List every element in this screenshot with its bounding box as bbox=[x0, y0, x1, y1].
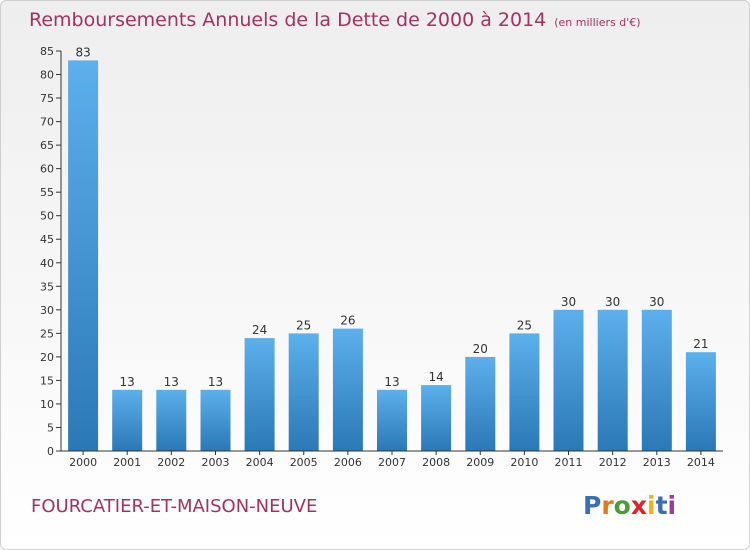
y-axis: 0 5 10 15 20 25 30 35 40 45 50 55 60 65 70 75 80 85 bbox=[40, 45, 62, 458]
value-label-2009: 20 bbox=[473, 342, 488, 356]
logo-letter: P bbox=[583, 491, 602, 520]
logo-letter: x bbox=[630, 491, 647, 520]
value-label-2014: 21 bbox=[693, 337, 708, 351]
value-label-2013: 30 bbox=[649, 295, 664, 309]
bar-2012 bbox=[597, 309, 628, 451]
chart-title-block: Remboursements Annuels de la Dette de 20… bbox=[29, 9, 641, 31]
value-label-2003: 13 bbox=[208, 375, 223, 389]
y-tick-label: 10 bbox=[40, 398, 54, 411]
bar-2004 bbox=[244, 338, 275, 451]
bar-2005 bbox=[288, 333, 319, 451]
y-tick-label: 30 bbox=[40, 304, 54, 317]
bar-2008 bbox=[421, 385, 452, 451]
proxiti-logo[interactable]: Proxiti bbox=[583, 491, 676, 520]
bar-2009 bbox=[465, 356, 496, 451]
value-label-2000: 83 bbox=[75, 45, 90, 59]
bar-2011 bbox=[553, 309, 584, 451]
y-tick-label: 50 bbox=[40, 210, 54, 223]
chart-title: Remboursements Annuels de la Dette de 20… bbox=[29, 9, 547, 31]
bar-2000 bbox=[68, 60, 99, 452]
y-tick-label: 60 bbox=[40, 163, 54, 176]
x-tick-label-2011: 2011 bbox=[555, 456, 583, 469]
value-label-2006: 26 bbox=[340, 314, 355, 328]
y-tick-label: 55 bbox=[40, 186, 54, 199]
y-tick-label: 80 bbox=[40, 69, 54, 82]
x-axis: 2000 2001 2002 2003 2004 2005 2006 2007 2008 2009… bbox=[61, 450, 723, 469]
value-label-2004: 24 bbox=[252, 323, 267, 337]
bar-2003 bbox=[200, 389, 231, 451]
y-tick-label: 45 bbox=[40, 233, 54, 246]
bar-2001 bbox=[112, 389, 143, 451]
value-label-2010: 25 bbox=[517, 318, 532, 332]
x-tick-label-2009: 2009 bbox=[466, 456, 494, 469]
bar-2007 bbox=[377, 389, 407, 451]
y-tick-label: 5 bbox=[47, 421, 54, 434]
logo-letter: i bbox=[667, 491, 677, 520]
x-tick-label-2003: 2003 bbox=[202, 456, 230, 469]
logo-letter: o bbox=[613, 491, 631, 520]
x-tick-label-2002: 2002 bbox=[157, 456, 185, 469]
x-tick-label-2008: 2008 bbox=[422, 456, 450, 469]
value-label-2008: 14 bbox=[428, 370, 443, 384]
y-tick-label: 20 bbox=[40, 351, 54, 364]
bar-2013 bbox=[641, 309, 672, 451]
logo-letter: t bbox=[655, 491, 668, 520]
x-tick-label-2007: 2007 bbox=[378, 456, 406, 469]
x-tick-label-2012: 2012 bbox=[599, 456, 627, 469]
chart-unit: (en milliers d'€) bbox=[554, 16, 641, 29]
y-tick-label: 85 bbox=[40, 45, 54, 58]
logo-letter: r bbox=[601, 491, 614, 520]
y-tick-label: 70 bbox=[40, 116, 54, 129]
y-tick-label: 40 bbox=[40, 257, 54, 270]
value-label-2007: 13 bbox=[384, 375, 399, 389]
x-tick-label-2001: 2001 bbox=[113, 456, 141, 469]
bar-2014 bbox=[685, 352, 716, 451]
logo-letter: i bbox=[647, 491, 656, 520]
x-tick-label-2014: 2014 bbox=[687, 456, 715, 469]
x-tick-label-2005: 2005 bbox=[290, 456, 318, 469]
y-tick-label: 65 bbox=[40, 139, 54, 152]
y-tick-label: 0 bbox=[47, 445, 54, 458]
y-tick-label: 15 bbox=[40, 374, 54, 387]
value-label-2001: 13 bbox=[120, 375, 135, 389]
value-label-2005: 25 bbox=[296, 318, 311, 332]
x-tick-label-2000: 2000 bbox=[69, 456, 97, 469]
bar-2002 bbox=[156, 389, 187, 451]
x-tick-label-2010: 2010 bbox=[510, 456, 538, 469]
y-tick-label: 35 bbox=[40, 280, 54, 293]
y-tick-label: 25 bbox=[40, 327, 54, 340]
bar-2006 bbox=[332, 328, 363, 451]
x-tick-label-2013: 2013 bbox=[643, 456, 671, 469]
town-name: FOURCATIER-ET-MAISON-NEUVE bbox=[31, 496, 318, 517]
value-label-2011: 30 bbox=[561, 295, 576, 309]
x-tick-label-2004: 2004 bbox=[246, 456, 274, 469]
y-tick-label: 75 bbox=[40, 92, 54, 105]
bar-2010 bbox=[509, 333, 540, 451]
value-label-2002: 13 bbox=[164, 375, 179, 389]
x-tick-label-2006: 2006 bbox=[334, 456, 362, 469]
value-label-2012: 30 bbox=[605, 295, 620, 309]
bars: 83 13 13 13 24 25 26 13 14 20 25 30 30 30 21 bbox=[68, 45, 716, 452]
